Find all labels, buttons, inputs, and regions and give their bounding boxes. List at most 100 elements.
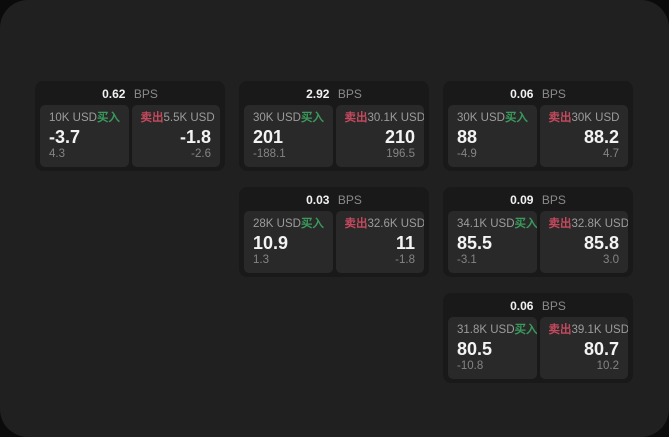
card-body: 34.1K USD 买入 85.5 -3.1 卖出 32.8K USD 85.8… [448, 211, 628, 273]
buy-panel-top: 10K USD 买入 [49, 112, 120, 125]
sell-side-label: 卖出 [344, 218, 368, 230]
card-header: 0.62 BPS [35, 81, 225, 105]
card-body: 31.8K USD 买入 80.5 -10.8 卖出 39.1K USD 80.… [448, 317, 628, 379]
sell-delta: 3.0 [603, 254, 619, 266]
quote-card-1: 0.62 BPS 10K USD 买入 -3.7 4.3 卖出 5.5K USD… [35, 81, 225, 171]
sell-amount: 30K USD [571, 112, 620, 124]
sell-amount: 30.1K USD [367, 112, 425, 124]
buy-panel-top: 34.1K USD 买入 [457, 218, 537, 231]
bps-value: 0.06 [510, 299, 534, 313]
bps-unit-label: BPS [541, 299, 566, 313]
buy-price: -3.7 [49, 127, 81, 147]
sell-panel-top: 卖出 32.6K USD [344, 218, 425, 231]
quote-card-6: 0.06 BPS 31.8K USD 买入 80.5 -10.8 卖出 39.1… [443, 293, 633, 383]
sell-panel-top: 卖出 5.5K USD [140, 112, 215, 125]
sell-panel[interactable]: 卖出 30K USD 88.2 4.7 [539, 105, 628, 167]
bps-unit-label: BPS [541, 193, 566, 207]
buy-amount: 30K USD [457, 112, 505, 124]
buy-panel[interactable]: 30K USD 买入 88 -4.9 [448, 105, 537, 167]
buy-amount: 10K USD [49, 112, 97, 124]
sell-price: 11 [395, 233, 415, 253]
buy-price: 85.5 [457, 233, 493, 253]
buy-delta: 1.3 [253, 254, 269, 266]
sell-delta: 10.2 [596, 360, 619, 372]
bps-value: 0.03 [306, 193, 330, 207]
buy-delta: 4.3 [49, 148, 65, 160]
quote-card-5: 0.09 BPS 34.1K USD 买入 85.5 -3.1 卖出 32.8K… [443, 187, 633, 277]
sell-side-label: 卖出 [548, 218, 572, 230]
sell-panel[interactable]: 卖出 39.1K USD 80.7 10.2 [539, 317, 629, 379]
sell-side-label: 卖出 [140, 112, 164, 124]
buy-panel[interactable]: 34.1K USD 买入 85.5 -3.1 [448, 211, 537, 273]
sell-amount: 32.6K USD [367, 218, 425, 230]
buy-panel[interactable]: 10K USD 买入 -3.7 4.3 [40, 105, 129, 167]
buy-side-label: 买入 [300, 218, 324, 230]
quote-card-3: 0.06 BPS 30K USD 买入 88 -4.9 卖出 30K USD 8… [443, 81, 633, 171]
card-header: 0.06 BPS [443, 81, 633, 105]
sell-price: 80.7 [583, 339, 619, 359]
sell-price: 210 [384, 127, 415, 147]
buy-panel-top: 28K USD 买入 [253, 218, 324, 231]
bps-unit-label: BPS [337, 193, 362, 207]
buy-panel[interactable]: 31.8K USD 买入 80.5 -10.8 [448, 317, 537, 379]
sell-panel-top: 卖出 32.8K USD [548, 218, 629, 231]
buy-side-label: 买入 [300, 112, 324, 124]
quote-card-2: 2.92 BPS 30K USD 买入 201 -188.1 卖出 30.1K … [239, 81, 429, 171]
bps-value: 0.09 [510, 193, 534, 207]
sell-side-label: 卖出 [548, 112, 572, 124]
card-header: 0.06 BPS [443, 293, 633, 317]
buy-side-label: 买入 [504, 112, 528, 124]
buy-amount: 31.8K USD [457, 324, 515, 336]
card-header: 2.92 BPS [239, 81, 429, 105]
bps-unit-label: BPS [541, 87, 566, 101]
buy-panel[interactable]: 28K USD 买入 10.9 1.3 [244, 211, 333, 273]
card-header: 0.03 BPS [239, 187, 429, 211]
buy-amount: 30K USD [253, 112, 301, 124]
buy-panel-top: 30K USD 买入 [253, 112, 324, 125]
buy-delta: -188.1 [253, 148, 286, 160]
buy-side-label: 买入 [514, 324, 537, 336]
sell-delta: 4.7 [603, 148, 619, 160]
sell-side-label: 卖出 [344, 112, 368, 124]
bps-value: 0.06 [510, 87, 534, 101]
sell-price: -1.8 [179, 127, 211, 147]
sell-panel-top: 卖出 30.1K USD [344, 112, 425, 125]
bps-unit-label: BPS [133, 87, 158, 101]
sell-panel[interactable]: 卖出 5.5K USD -1.8 -2.6 [131, 105, 220, 167]
buy-panel-top: 31.8K USD 买入 [457, 324, 537, 337]
sell-delta: -2.6 [191, 148, 211, 160]
card-body: 10K USD 买入 -3.7 4.3 卖出 5.5K USD -1.8 -2.… [40, 105, 220, 167]
sell-panel[interactable]: 卖出 32.8K USD 85.8 3.0 [539, 211, 629, 273]
sell-amount: 39.1K USD [571, 324, 629, 336]
bps-value: 2.92 [306, 87, 330, 101]
buy-price: 88 [457, 127, 478, 147]
buy-price: 10.9 [253, 233, 289, 253]
bps-unit-label: BPS [337, 87, 362, 101]
buy-amount: 28K USD [253, 218, 301, 230]
sell-delta: 196.5 [386, 148, 415, 160]
sell-amount: 5.5K USD [163, 112, 215, 124]
sell-panel-top: 卖出 39.1K USD [548, 324, 629, 337]
sell-amount: 32.8K USD [571, 218, 629, 230]
sell-price: 85.8 [583, 233, 619, 253]
buy-side-label: 买入 [514, 218, 537, 230]
buy-price: 201 [253, 127, 284, 147]
buy-delta: -3.1 [457, 254, 477, 266]
bps-value: 0.62 [102, 87, 126, 101]
sell-panel[interactable]: 卖出 30.1K USD 210 196.5 [335, 105, 425, 167]
sell-delta: -1.8 [395, 254, 415, 266]
sell-side-label: 卖出 [548, 324, 572, 336]
buy-panel[interactable]: 30K USD 买入 201 -188.1 [244, 105, 333, 167]
buy-side-label: 买入 [96, 112, 120, 124]
buy-delta: -10.8 [457, 360, 484, 372]
sell-panel[interactable]: 卖出 32.6K USD 11 -1.8 [335, 211, 425, 273]
buy-delta: -4.9 [457, 148, 477, 160]
buy-panel-top: 30K USD 买入 [457, 112, 528, 125]
quote-card-4: 0.03 BPS 28K USD 买入 10.9 1.3 卖出 32.6K US… [239, 187, 429, 277]
card-body: 30K USD 买入 201 -188.1 卖出 30.1K USD 210 1… [244, 105, 424, 167]
card-body: 30K USD 买入 88 -4.9 卖出 30K USD 88.2 4.7 [448, 105, 628, 167]
sell-panel-top: 卖出 30K USD [549, 112, 620, 125]
sell-price: 88.2 [583, 127, 619, 147]
card-body: 28K USD 买入 10.9 1.3 卖出 32.6K USD 11 -1.8 [244, 211, 424, 273]
